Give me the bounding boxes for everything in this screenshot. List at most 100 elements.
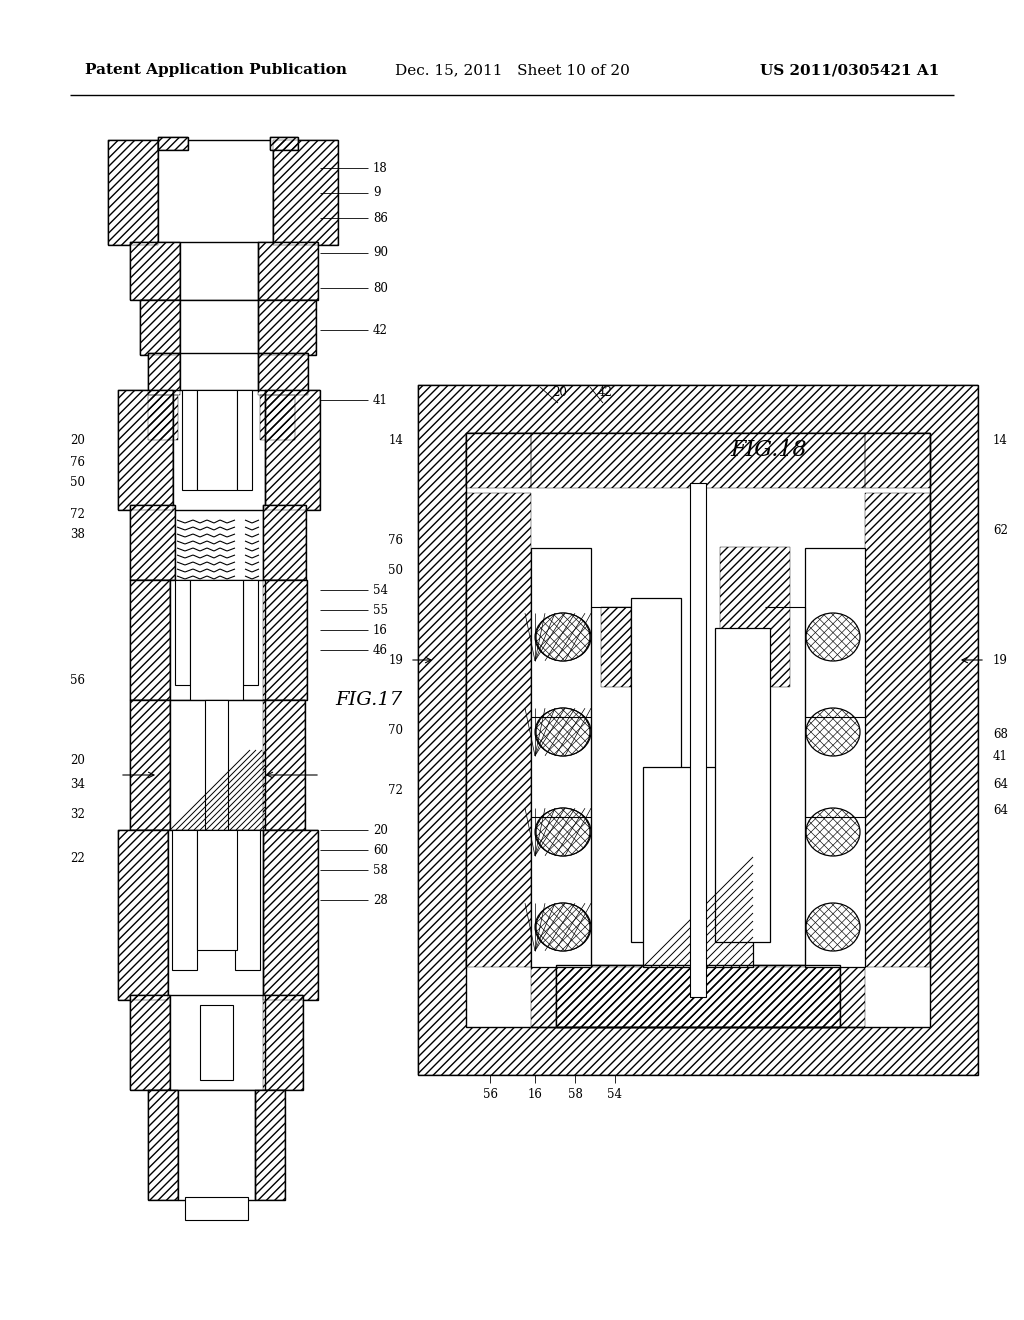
Bar (263, 506, 306, 579)
Text: 41: 41 (993, 751, 1008, 763)
Text: 54: 54 (373, 583, 388, 597)
Bar (418, 385, 978, 1074)
Text: 42: 42 (373, 323, 388, 337)
Text: 56: 56 (482, 1089, 498, 1101)
Bar (531, 968, 865, 1027)
Bar (170, 579, 265, 700)
Bar (148, 1090, 178, 1200)
Text: 16: 16 (527, 1089, 543, 1101)
Bar (197, 389, 237, 490)
Text: 55: 55 (373, 603, 388, 616)
Bar (531, 433, 865, 488)
Bar (158, 137, 188, 150)
Bar (197, 830, 237, 950)
Text: 50: 50 (388, 564, 403, 577)
Bar (865, 492, 930, 968)
Ellipse shape (536, 808, 590, 855)
Bar (258, 352, 308, 395)
Text: 34: 34 (70, 779, 85, 792)
Bar (263, 830, 318, 1001)
Bar (190, 579, 243, 700)
Bar (805, 548, 865, 968)
Bar (556, 965, 840, 1027)
Bar (715, 628, 770, 942)
Ellipse shape (536, 612, 590, 661)
Bar (182, 389, 197, 490)
Bar (466, 433, 531, 488)
Bar (265, 389, 319, 510)
Ellipse shape (806, 903, 860, 950)
Bar (263, 579, 307, 700)
Bar (130, 995, 170, 1090)
Bar (173, 389, 265, 510)
Text: 72: 72 (70, 508, 85, 521)
Text: 20: 20 (373, 824, 388, 837)
Bar (643, 767, 753, 968)
Bar (263, 700, 305, 830)
Bar (170, 700, 265, 830)
Text: 56: 56 (70, 673, 85, 686)
Bar (158, 140, 273, 246)
Bar (865, 492, 930, 968)
Bar (258, 300, 316, 355)
Bar (263, 995, 303, 1090)
Bar (148, 395, 178, 440)
Bar (130, 242, 180, 300)
Text: 80: 80 (373, 281, 388, 294)
Text: 72: 72 (388, 784, 403, 796)
Bar (865, 433, 930, 488)
Text: 28: 28 (373, 894, 388, 907)
Bar (601, 607, 631, 686)
Text: FIG.17: FIG.17 (335, 690, 402, 709)
Bar (258, 242, 318, 300)
Bar (865, 433, 930, 488)
Bar (466, 492, 531, 968)
Text: 64: 64 (993, 804, 1008, 817)
Bar (130, 700, 170, 830)
Text: 62: 62 (993, 524, 1008, 536)
Ellipse shape (535, 709, 591, 756)
Bar (180, 352, 258, 395)
Bar (140, 300, 180, 355)
Bar (140, 300, 180, 355)
Bar (601, 607, 631, 686)
Bar (118, 389, 173, 510)
Bar (130, 995, 170, 1090)
Bar (263, 830, 318, 1001)
Text: 58: 58 (373, 863, 388, 876)
Bar (108, 140, 158, 246)
Text: 60: 60 (373, 843, 388, 857)
Bar (260, 395, 295, 440)
Bar (263, 700, 305, 830)
Bar (237, 389, 252, 490)
Bar (170, 995, 265, 1090)
Bar (118, 389, 173, 510)
Ellipse shape (806, 808, 860, 855)
Text: 32: 32 (70, 808, 85, 821)
Bar (130, 506, 175, 579)
Bar (273, 140, 338, 246)
Ellipse shape (535, 614, 591, 661)
Bar (466, 492, 531, 968)
Bar (263, 579, 307, 700)
Bar (178, 1090, 255, 1200)
Text: 18: 18 (373, 161, 388, 174)
Bar (172, 830, 197, 970)
Text: 14: 14 (993, 433, 1008, 446)
Bar (270, 137, 298, 150)
Text: 41: 41 (373, 393, 388, 407)
Text: Dec. 15, 2011   Sheet 10 of 20: Dec. 15, 2011 Sheet 10 of 20 (394, 63, 630, 77)
Ellipse shape (535, 808, 591, 855)
Bar (466, 433, 531, 488)
Bar (263, 995, 303, 1090)
Bar (263, 506, 306, 579)
Bar (168, 830, 263, 1001)
Text: 20: 20 (553, 387, 567, 400)
Bar (258, 300, 316, 355)
Bar (200, 1005, 233, 1080)
Bar (148, 352, 180, 395)
Text: 20: 20 (70, 754, 85, 767)
Bar (130, 579, 170, 700)
Text: 68: 68 (993, 729, 1008, 742)
Bar (158, 137, 188, 150)
